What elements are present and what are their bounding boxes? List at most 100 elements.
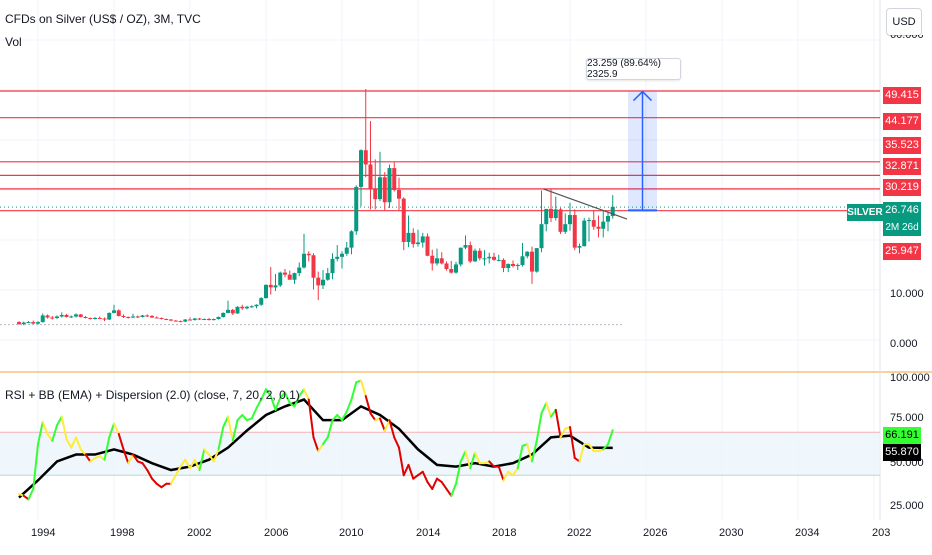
candle-body [202,319,207,321]
candle-body [387,168,392,203]
measure-label: 23.259 (89.64%) 2325.9 [586,58,681,80]
candle-body [59,314,64,317]
rsi-line-segment [540,401,548,415]
rsi-tick-75: 75.000 [890,412,924,424]
rsi-line-segment [127,453,134,465]
candle-body [226,309,230,313]
rsi-line-segment [383,419,391,432]
rsi-line-segment [79,448,87,456]
symbol-tag: SILVER [847,204,883,221]
candle-body [563,224,568,232]
candle-body [55,316,59,319]
rsi-line-segment [602,443,609,451]
candle-body [306,253,311,256]
rsi-line-segment [350,381,358,401]
candle-body [192,318,197,321]
rsi-line-segment [65,438,73,449]
candle-body [477,250,482,259]
candle-body [444,263,449,270]
candle-body [549,208,553,219]
rsi-line-segment [179,458,187,468]
rsi-line-segment [279,391,286,399]
candle-body [249,306,254,308]
candle-body [107,312,112,320]
rsi-line-segment [227,415,234,442]
rsi-line-segment [298,388,305,398]
candle-body [183,319,188,322]
rsi-line-segment [198,448,206,472]
current-price-label: 26.746 [883,202,921,219]
price-tick-10: 10.000 [890,288,924,300]
candle-body [178,321,183,323]
candle-body [188,319,192,321]
level-label: 30.219 [883,179,921,196]
candle-body [359,150,363,187]
rsi-line-segment [222,415,229,429]
rsi-line-segment [231,419,239,442]
candle-body [221,312,226,317]
rsi-line-segment [607,429,614,446]
candle-body [596,226,601,229]
time-label: 2006 [264,527,289,539]
candle-body [83,316,88,319]
candle-body [468,245,473,262]
candle-body [159,318,164,320]
candle-body [169,319,173,321]
candle-body [325,273,330,280]
rsi-line-segment [317,443,324,453]
volume-indicator-label[interactable]: Vol [5,35,22,49]
candle-body [558,209,563,232]
candle-body [601,221,606,229]
rsi-line-segment [445,487,453,497]
time-label: 2002 [187,527,212,539]
candle-body [321,279,325,286]
candle-body [473,250,477,262]
candle-body [264,284,268,299]
rsi-line-segment [502,470,510,482]
rsi-line-segment [569,426,576,459]
candle-body [525,251,530,257]
candle-body [420,236,425,243]
rsi-line-segment [402,463,410,477]
candle-body [363,150,368,165]
candle-body [150,315,154,318]
level-label: 49.415 [883,87,921,104]
candle-body [368,164,373,189]
candle-body [88,318,93,320]
candle-body [330,258,335,274]
candle-body [245,306,249,309]
candle-body [216,316,221,320]
rsi-line-segment [56,415,63,427]
rsi-line-segment [293,395,301,408]
rsi-line-segment [51,424,58,442]
rsi-line-segment [474,451,481,465]
rsi-line-segment [265,388,272,398]
candle-body [501,259,506,269]
rsi-line-segment [132,453,139,463]
rsi-line-segment [189,458,196,470]
time-label: 2018 [492,527,517,539]
rsi-line-segment [146,469,153,480]
candle-body [116,310,121,316]
rsi-indicator-title[interactable]: RSI + BB (EMA) + Dispersion (2.0) (close… [5,388,300,402]
candle-body [283,272,287,275]
candle-body [511,263,515,266]
candle-body [287,274,292,280]
candle-body [259,298,264,305]
rsi-line-segment [193,458,201,472]
candle-body [354,186,359,232]
time-label: 2014 [416,527,441,539]
currency-button[interactable]: USD [886,8,922,36]
rsi-line-segment [326,419,334,439]
rsi-line-segment [369,412,377,422]
candle-body [340,253,344,257]
rsi-line-segment [303,388,310,401]
rsi-line-segment [113,422,120,435]
rsi-line-segment [379,417,386,432]
level-label: 32.871 [883,158,921,175]
rsi-line-segment [407,463,415,480]
candle-body [591,220,596,227]
candle-body [112,310,116,313]
